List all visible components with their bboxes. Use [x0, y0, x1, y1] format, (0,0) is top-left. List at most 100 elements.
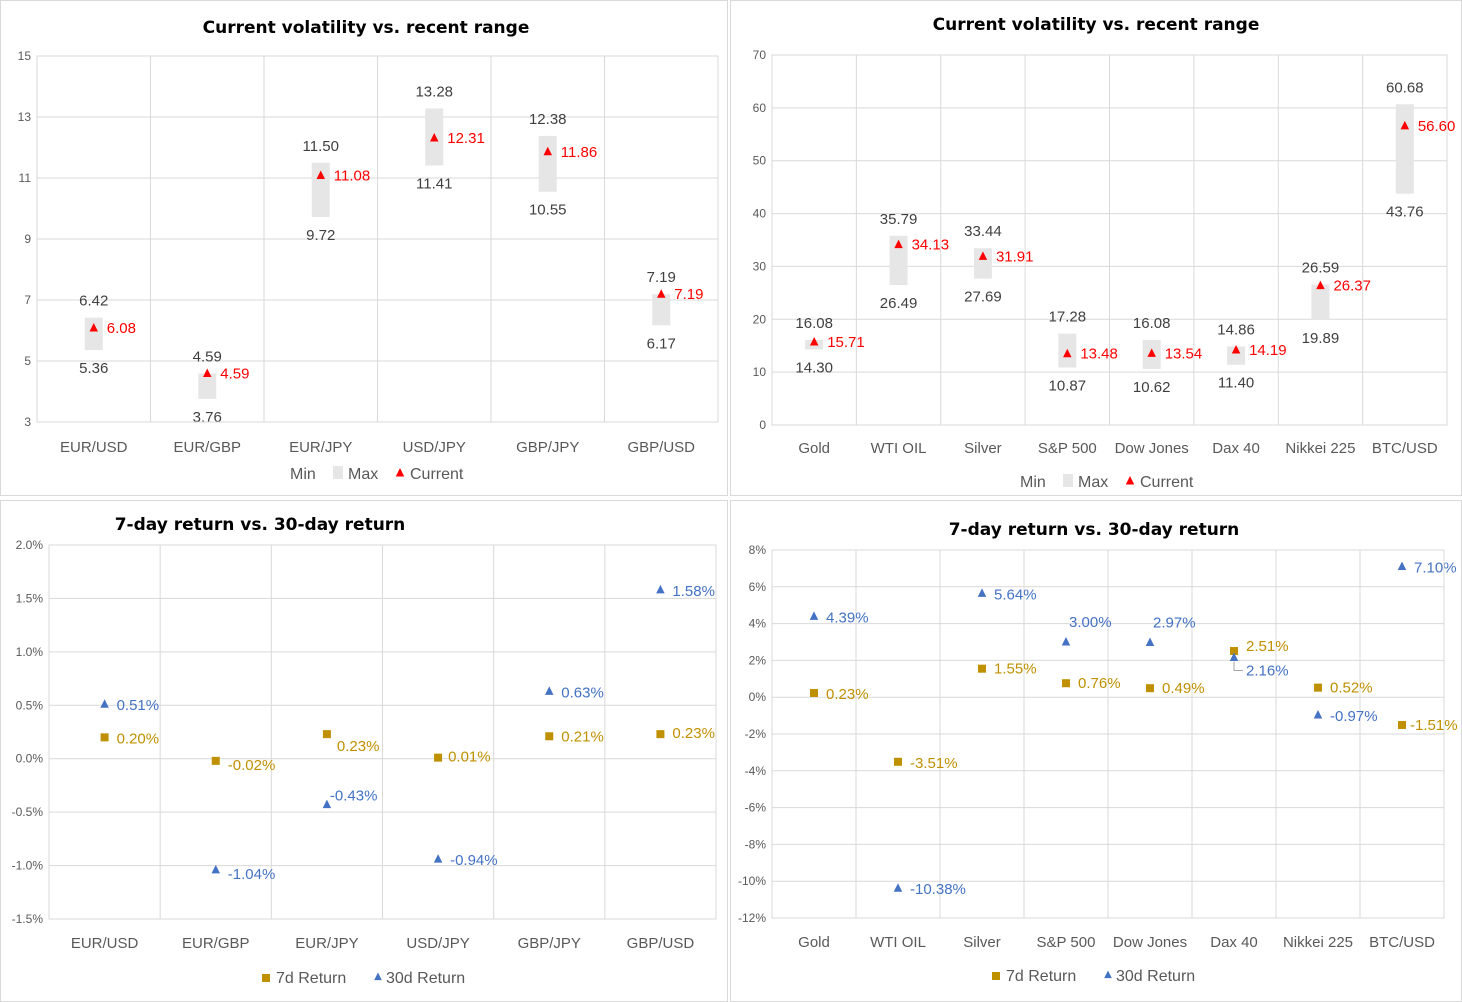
- y-tick-label: -12%: [738, 911, 766, 925]
- legend-marker-30d: [374, 972, 382, 981]
- y-tick-label: 0%: [749, 690, 767, 704]
- min-value-label: 19.89: [1302, 330, 1340, 347]
- ret30-marker: [977, 588, 987, 597]
- range-bar: [652, 294, 671, 326]
- ret30-marker: [893, 883, 903, 892]
- x-category-label: EUR/JPY: [289, 439, 352, 456]
- min-value-label: 10.87: [1049, 378, 1087, 395]
- y-tick-label: 1.5%: [16, 591, 44, 605]
- min-value-label: 27.69: [964, 289, 1002, 306]
- chart-title: 7-day return vs. 30-day return: [949, 520, 1240, 540]
- y-tick-label: 9: [24, 232, 31, 246]
- range-bar: [198, 373, 217, 399]
- ret7-value-label: 0.76%: [1078, 675, 1121, 692]
- y-tick-label: -4%: [745, 764, 767, 778]
- asset-volatility-chart: Current volatility vs. recent range 0 10 2…: [730, 0, 1462, 496]
- legend-label-7d: 7d Return: [1006, 968, 1076, 985]
- x-category-label: Nikkei 225: [1285, 440, 1355, 457]
- y-tick-label: 70: [753, 48, 767, 62]
- current-value-label: 13.54: [1165, 345, 1203, 362]
- ret30-value-label: -10.38%: [910, 881, 966, 898]
- legend-label-30d: 30d Return: [386, 970, 465, 987]
- x-category-label: USD/JPY: [403, 439, 466, 456]
- current-marker: [203, 368, 212, 378]
- range-bar: [538, 135, 557, 192]
- min-value-label: 5.36: [79, 360, 108, 377]
- ret7-marker: [1062, 679, 1070, 688]
- current-marker: [1063, 348, 1072, 358]
- ret30-marker: [1397, 561, 1407, 571]
- current-value-label: 13.48: [1080, 346, 1118, 363]
- chart-border: [0, 0, 728, 496]
- ret30-value-label: -1.04%: [228, 866, 276, 883]
- ret7-marker: [322, 730, 331, 739]
- max-value-label: 6.42: [79, 293, 108, 310]
- x-category-label: GBP/JPY: [516, 439, 579, 456]
- range-bar: [1395, 104, 1414, 194]
- current-value-label: 7.19: [674, 286, 703, 303]
- ret7-value-label: 0.20%: [117, 730, 160, 747]
- legend-label-7d: 7d Return: [276, 970, 346, 987]
- y-tick-label: 60: [753, 101, 767, 115]
- x-category-label: Silver: [963, 934, 1001, 951]
- x-category-label: Gold: [798, 440, 830, 457]
- x-category-label: WTI OIL: [871, 440, 927, 457]
- legend-swatch-7d: [992, 972, 1000, 980]
- ret7-marker: [545, 732, 554, 741]
- range-bar: [889, 235, 908, 285]
- ret30-marker: [1313, 710, 1323, 719]
- ret30-marker: [809, 611, 819, 620]
- current-marker: [894, 239, 903, 249]
- ret30-value-label: 2.97%: [1153, 615, 1196, 632]
- chart-panel-asset-returns: 7-day return vs. 30-day return -12% -10% -…: [730, 500, 1462, 1002]
- plot-area: [771, 54, 1448, 426]
- max-value-label: 12.38: [529, 111, 567, 128]
- current-value-label: 6.08: [107, 320, 136, 337]
- ret30-marker: [1229, 652, 1239, 661]
- y-tick-label: 1.0%: [16, 645, 44, 659]
- y-tick-label: 13: [18, 110, 32, 124]
- range-bar: [1311, 284, 1330, 320]
- x-category-label: Silver: [964, 440, 1002, 457]
- current-value-label: 56.60: [1418, 118, 1456, 135]
- range-bar: [311, 162, 330, 218]
- y-tick-label: 8%: [749, 543, 767, 557]
- y-tick-label: 4%: [749, 617, 767, 631]
- max-value-label: 17.28: [1049, 309, 1087, 326]
- max-value-label: 11.50: [303, 138, 339, 155]
- current-marker: [1147, 348, 1156, 357]
- ret7-value-label: -0.02%: [228, 757, 276, 774]
- ret30-value-label: 3.00%: [1069, 614, 1112, 631]
- max-value-label: 16.08: [795, 315, 833, 332]
- max-value-label: 7.19: [647, 269, 676, 286]
- ret30-value-label: 0.51%: [117, 697, 160, 714]
- y-tick-label: -10%: [738, 874, 766, 888]
- x-category-label: EUR/GBP: [182, 935, 250, 952]
- y-tick-label: 5: [24, 354, 31, 368]
- legend-marker-30d: [1104, 970, 1112, 979]
- x-category-label: GBP/USD: [627, 439, 695, 456]
- max-value-label: 13.28: [415, 83, 453, 100]
- legend-swatch-max: [333, 466, 343, 479]
- y-tick-label: 0.5%: [16, 698, 44, 712]
- max-value-label: 4.59: [193, 349, 222, 366]
- y-tick-label: 50: [753, 154, 767, 168]
- x-category-label: S&P 500: [1038, 440, 1097, 457]
- ret7-marker: [656, 730, 665, 739]
- min-value-label: 10.55: [529, 202, 567, 219]
- max-value-label: 33.44: [964, 223, 1002, 240]
- fx-returns-chart: 7-day return vs. 30-day return -1.5% -1.0…: [0, 500, 728, 1002]
- y-tick-label: 2.0%: [16, 538, 44, 552]
- ret30-marker: [1145, 637, 1155, 647]
- ret7-value-label: 0.01%: [448, 749, 491, 766]
- asset-returns-chart: 7-day return vs. 30-day return -12% -10% -…: [730, 500, 1462, 1002]
- chart-title: 7-day return vs. 30-day return: [115, 515, 406, 535]
- ret30-value-label: -0.94%: [450, 852, 498, 869]
- max-value-label: 35.79: [880, 211, 918, 228]
- fx-volatility-chart: Current volatility vs. recent range 3 5 7 9…: [0, 0, 728, 496]
- ret30-marker: [656, 584, 665, 594]
- min-value-label: 9.72: [306, 227, 335, 244]
- ret7-marker: [211, 756, 220, 765]
- current-marker: [1231, 344, 1241, 354]
- y-tick-label: 15: [18, 49, 32, 63]
